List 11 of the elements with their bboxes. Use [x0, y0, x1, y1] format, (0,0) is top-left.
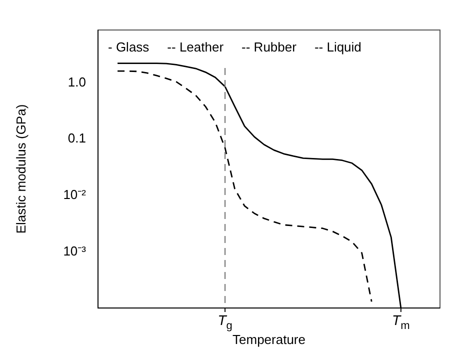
y-tick-label: 1.0	[68, 74, 86, 90]
y-axis-title: Elastic modulus (GPa)	[13, 104, 28, 234]
annotation: -- Rubber	[242, 40, 298, 55]
x-axis-title: Temperature	[232, 332, 306, 347]
annotation: -- Liquid	[314, 40, 362, 55]
line-series	[116, 70, 372, 302]
y-tick-label: 10⁻³	[63, 243, 87, 258]
y-tick-label: 10⁻²	[63, 187, 87, 202]
y-tick-label: 0.1	[68, 130, 86, 146]
annotation: - Glass	[108, 40, 150, 55]
annotation: -- Leather	[167, 40, 224, 55]
